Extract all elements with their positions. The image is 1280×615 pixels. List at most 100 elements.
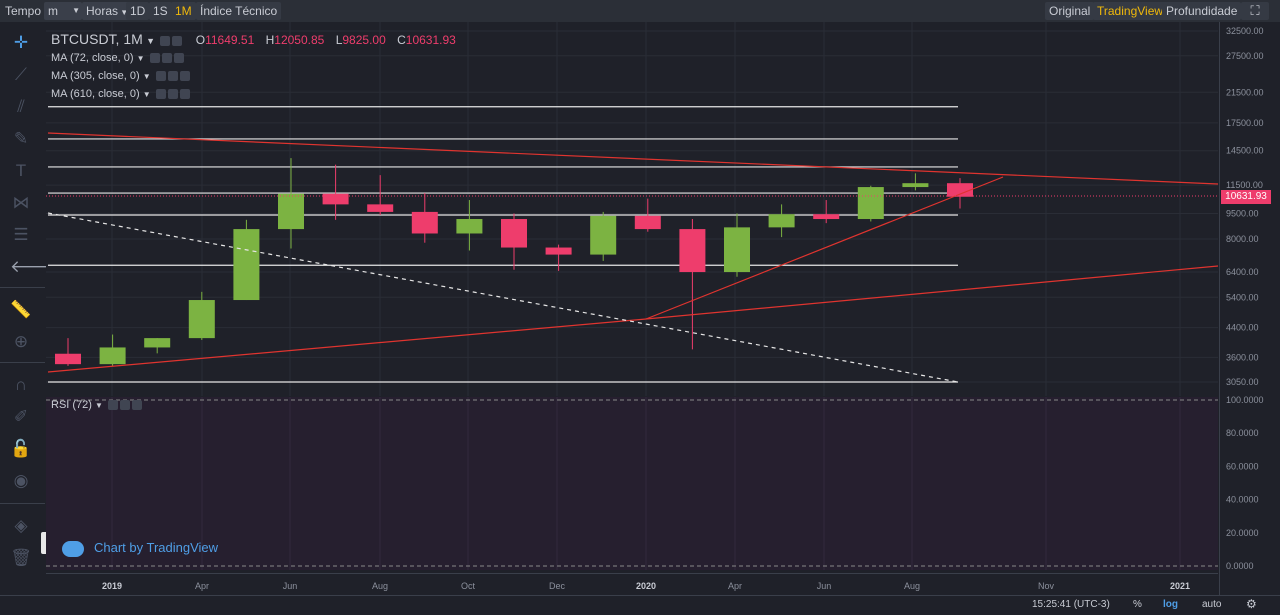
time-tick-label: Apr	[195, 581, 209, 591]
chevron-down-icon: ▼	[142, 72, 151, 81]
time-tick-label: Jun	[283, 581, 298, 591]
toolbar-divider	[0, 503, 45, 504]
gear-icon[interactable]	[120, 400, 131, 411]
log-toggle[interactable]: log	[1163, 599, 1178, 610]
settings-icon[interactable]	[160, 35, 171, 46]
price-tick-label: 17500.00	[1226, 118, 1264, 128]
rsi-tick-label: 40.0000	[1226, 495, 1259, 505]
dashed-trend-line	[47, 212, 959, 383]
original-view-button[interactable]: Original	[1045, 2, 1095, 20]
tradingview-brand[interactable]: Chart by TradingView	[62, 540, 218, 557]
magnet-icon[interactable]: ∩	[14, 375, 28, 394]
interval-1s-button[interactable]: 1S	[149, 2, 172, 20]
crosshair-icon[interactable]: ✛	[13, 33, 29, 52]
chevron-down-icon: ▼	[142, 90, 151, 99]
toolbar-collapse-handle[interactable]	[41, 532, 49, 554]
eye-icon[interactable]	[155, 89, 166, 100]
candle-body	[501, 219, 527, 248]
eye-icon[interactable]	[155, 71, 166, 82]
rsi-tick-label: 80.0000	[1226, 428, 1259, 438]
price-tick-label: 9500.00	[1226, 208, 1259, 218]
candle-body	[411, 211, 438, 234]
fullscreen-icon[interactable]: ⛶	[1241, 2, 1269, 20]
top-toolbar: Tempo m ▼ Horas ▼ 1D 1S 1M Índice Técnico…	[0, 0, 1280, 22]
brush-icon[interactable]: ✎	[13, 129, 29, 148]
close-label: C	[397, 33, 406, 47]
price-tick-label: 3050.00	[1226, 377, 1259, 387]
pattern-icon[interactable]: ⋈	[12, 193, 30, 212]
tradingview-view-button[interactable]: TradingView	[1093, 2, 1168, 20]
candle-body	[233, 229, 260, 301]
price-tick-label: 14500.00	[1226, 146, 1264, 156]
time-axis[interactable]	[46, 573, 1218, 596]
lock-icon[interactable]: 🔓	[10, 439, 32, 458]
time-tick-label: Aug	[904, 581, 920, 591]
rsi-pane[interactable]	[46, 397, 1218, 570]
eye-icon[interactable]: ◉	[13, 471, 29, 490]
toolbar-divider	[0, 287, 45, 288]
time-tick-label: 2019	[102, 581, 122, 591]
ma-72-legend[interactable]: MA (72, close, 0) ▼	[51, 52, 184, 64]
rsi-legend[interactable]: RSI (72) ▼	[51, 399, 143, 411]
gear-icon[interactable]	[172, 35, 183, 46]
price-axis[interactable]	[1219, 22, 1280, 595]
profundidade-view-button[interactable]: Profundidade	[1162, 2, 1242, 20]
price-tick-label: 21500.00	[1226, 87, 1264, 97]
candle-body	[545, 247, 572, 255]
candle-body	[902, 183, 929, 188]
last-price-tag: 10631.93	[1221, 190, 1271, 204]
time-tick-label: Nov	[1038, 581, 1055, 591]
trash-icon[interactable]: 🗑	[10, 548, 32, 567]
close-icon[interactable]	[132, 400, 143, 411]
price-tick-label: 4400.00	[1226, 323, 1259, 333]
time-tick-label: 2020	[636, 581, 656, 591]
eye-icon[interactable]	[149, 53, 160, 64]
cloud-icon	[62, 540, 84, 557]
close-icon[interactable]	[173, 53, 184, 64]
chevron-down-icon: ▼	[146, 36, 156, 46]
percent-toggle[interactable]: %	[1133, 599, 1142, 610]
price-pane[interactable]	[46, 22, 1218, 396]
gear-icon[interactable]: ⚙	[1246, 597, 1257, 611]
indice-tecnico-button[interactable]: Índice Técnico	[196, 2, 282, 20]
minutes-dropdown[interactable]: m ▼	[44, 2, 82, 20]
high-value: 12050.85	[274, 33, 325, 47]
price-tick-label: 11500.00	[1226, 180, 1263, 190]
interval-1m-button[interactable]: 1M	[171, 2, 196, 20]
prediction-icon[interactable]: ☰	[13, 225, 29, 244]
candle-body	[857, 187, 884, 220]
time-tick-label: Jun	[817, 581, 832, 591]
ma-305-legend[interactable]: MA (305, close, 0) ▼	[51, 70, 190, 82]
time-tick-label: Dec	[549, 581, 566, 591]
ruler-icon[interactable]: 📏	[10, 300, 32, 319]
close-icon[interactable]	[179, 89, 190, 100]
layers-icon[interactable]: ◈	[14, 516, 28, 535]
candle-body	[278, 193, 304, 230]
gear-icon[interactable]	[167, 71, 178, 82]
lock-drawings-icon[interactable]: ✐	[13, 407, 29, 426]
zoom-in-icon[interactable]: ⊕	[13, 332, 29, 351]
chevron-down-icon: ▼	[136, 54, 145, 63]
rsi-tick-label: 100.0000	[1226, 395, 1264, 405]
gear-icon[interactable]	[161, 53, 172, 64]
symbol-ticker[interactable]: BTCUSDT, 1M ▼	[51, 31, 156, 47]
eye-icon[interactable]	[108, 400, 119, 411]
interval-1d-button[interactable]: 1D	[126, 2, 150, 20]
close-icon[interactable]	[179, 71, 190, 82]
pitchfork-icon[interactable]: ⫽	[17, 97, 25, 116]
open-value: 11649.51	[205, 33, 255, 47]
toolbar-divider	[0, 362, 45, 363]
candle-body	[724, 227, 750, 273]
clock-readout: 15:25:41 (UTC-3)	[1032, 599, 1110, 610]
time-tick-label: Aug	[372, 581, 388, 591]
time-tick-label: Apr	[728, 581, 742, 591]
candle-body	[322, 193, 349, 205]
chart-legend: BTCUSDT, 1M ▼ O11649.51 H12050.85 L9825.…	[51, 31, 456, 47]
gear-icon[interactable]	[167, 89, 178, 100]
auto-toggle[interactable]: auto	[1202, 599, 1222, 610]
horas-dropdown[interactable]: Horas ▼	[82, 2, 133, 20]
ma-610-legend[interactable]: MA (610, close, 0) ▼	[51, 88, 190, 100]
text-icon[interactable]: T	[15, 161, 27, 180]
trend-line-icon[interactable]: ⟋	[15, 65, 27, 84]
